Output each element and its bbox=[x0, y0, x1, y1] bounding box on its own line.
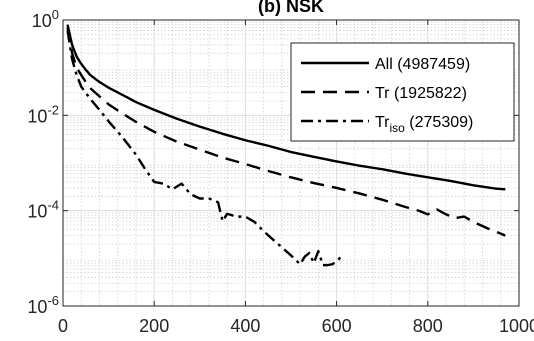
plot-frame bbox=[62, 19, 520, 307]
series-line-solid bbox=[66, 24, 506, 191]
legend-label: Tr (1925822) bbox=[375, 85, 467, 102]
x-tick-label: 400 bbox=[230, 316, 260, 336]
legend-label-main: Tr bbox=[375, 114, 390, 131]
y-tick-label: 10-4 bbox=[27, 198, 59, 222]
legend-label-rest: (275309) bbox=[405, 114, 474, 131]
x-tick-label: 800 bbox=[413, 316, 443, 336]
x-tick-label: 1000 bbox=[499, 316, 534, 336]
y-tick-exponent: -6 bbox=[47, 293, 59, 308]
y-tick-exponent: -4 bbox=[47, 198, 59, 213]
series-layer bbox=[66, 24, 506, 267]
legend-label: Triso (275309) bbox=[375, 114, 473, 135]
series-line-dashdot bbox=[66, 30, 343, 267]
x-tick-label: 200 bbox=[139, 316, 169, 336]
legend-label: All (4987459) bbox=[375, 56, 470, 73]
y-tick-base: 10 bbox=[27, 106, 47, 126]
y-tick-base: 10 bbox=[32, 11, 52, 31]
y-tick-exponent: -2 bbox=[47, 102, 59, 117]
y-tick-label: 10-2 bbox=[27, 102, 59, 126]
y-tick-label: 100 bbox=[32, 7, 59, 31]
y-tick-base: 10 bbox=[27, 297, 47, 317]
y-tick-label: 10-6 bbox=[27, 293, 59, 317]
x-tick-label: 600 bbox=[322, 316, 352, 336]
chart-title: (b) NSK bbox=[258, 0, 324, 16]
legend-label-subscript: iso bbox=[390, 121, 406, 135]
x-tick-label: 0 bbox=[58, 316, 68, 336]
y-tick-exponent: 0 bbox=[52, 7, 59, 22]
series-line-dashed bbox=[66, 27, 506, 237]
y-tick-base: 10 bbox=[27, 202, 47, 222]
tick-layer: 0200400600800100010010-210-410-6 bbox=[27, 7, 534, 336]
legend: All (4987459) Tr (1925822) Triso (275309) bbox=[290, 42, 515, 142]
